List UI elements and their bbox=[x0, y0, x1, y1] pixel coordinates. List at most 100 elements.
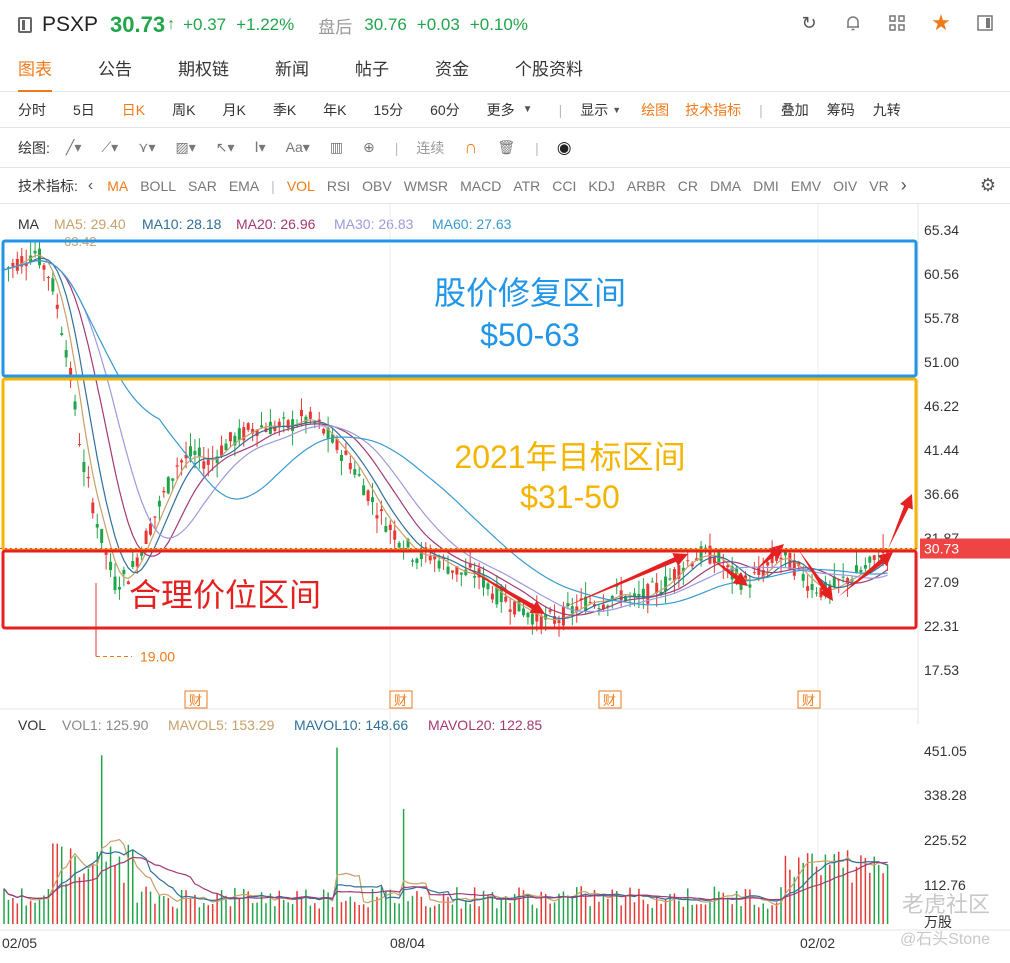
period-15m[interactable]: 15分 bbox=[373, 101, 404, 118]
chevron-right-icon[interactable]: › bbox=[900, 175, 907, 195]
tab-posts[interactable]: 帖子 bbox=[355, 59, 389, 79]
chips-button[interactable]: 筹码 bbox=[826, 101, 855, 118]
candle-body bbox=[357, 474, 361, 476]
chevron-left-icon[interactable]: ‹ bbox=[87, 176, 94, 194]
candle-body bbox=[490, 593, 494, 600]
bars-tool-icon[interactable]: ▥ bbox=[329, 139, 344, 155]
indicator-rsi[interactable]: RSI bbox=[326, 177, 351, 194]
overlay-button[interactable]: 叠加 bbox=[780, 101, 809, 118]
date-tick-label: 02/05 bbox=[2, 935, 37, 951]
star-icon[interactable]: ★ bbox=[931, 10, 951, 35]
gear-icon[interactable]: ⚙ bbox=[979, 175, 996, 195]
indicator-wmsr[interactable]: WMSR bbox=[403, 177, 449, 194]
sidebar-toggle-icon[interactable] bbox=[18, 17, 32, 33]
period-5d[interactable]: 5日 bbox=[73, 101, 95, 118]
indicator-dmi[interactable]: DMI bbox=[753, 177, 779, 194]
more-dropdown[interactable]: 更多 bbox=[486, 101, 515, 118]
text-tool-icon[interactable]: Aa▾ bbox=[285, 139, 310, 155]
price-tick-label: 17.53 bbox=[924, 662, 959, 678]
wave-tool-icon[interactable]: ⋎▾ bbox=[138, 139, 156, 155]
candle-body bbox=[415, 558, 419, 564]
vol-unit-label: 万股 bbox=[924, 914, 952, 930]
candle-body bbox=[299, 410, 303, 417]
up-arrow-icon: ↑ bbox=[167, 16, 176, 33]
panel-icon[interactable] bbox=[974, 12, 996, 34]
period-weekly[interactable]: 周K bbox=[172, 101, 196, 118]
zone-box bbox=[1, 549, 918, 630]
magnet-icon[interactable]: ∩ bbox=[464, 137, 478, 157]
date-tick-label: 08/04 bbox=[390, 935, 425, 951]
candle-body bbox=[304, 416, 308, 423]
indicator-macd[interactable]: MACD bbox=[460, 177, 502, 194]
candle-body bbox=[24, 263, 28, 267]
period-quarterly[interactable]: 季K bbox=[272, 101, 297, 118]
price-tick-label: 55.78 bbox=[924, 310, 959, 326]
indicator-oiv[interactable]: OIV bbox=[833, 177, 858, 194]
tab-news[interactable]: 新闻 bbox=[275, 59, 309, 79]
indicator-kdj[interactable]: KDJ bbox=[588, 177, 615, 194]
continuous-toggle[interactable]: 连续 bbox=[416, 139, 445, 156]
candle-body bbox=[237, 428, 241, 441]
earnings-marker-label: 财 bbox=[802, 693, 815, 708]
draw-toggle[interactable]: 绘图 bbox=[641, 101, 670, 118]
grid-icon[interactable] bbox=[886, 12, 908, 34]
candle-body bbox=[339, 454, 343, 462]
trend-arrow bbox=[798, 549, 833, 601]
indicator-atr[interactable]: ATR bbox=[513, 177, 541, 194]
zoom-icon[interactable]: ⊕ bbox=[363, 139, 375, 155]
indicator-ma[interactable]: MA bbox=[107, 177, 129, 194]
indicator-boll[interactable]: BOLL bbox=[140, 177, 177, 194]
tab-options[interactable]: 期权链 bbox=[178, 59, 229, 79]
candle-body bbox=[410, 560, 414, 562]
tab-funds[interactable]: 资金 bbox=[435, 59, 469, 79]
tab-profile[interactable]: 个股资料 bbox=[515, 59, 583, 79]
candle-body bbox=[748, 584, 752, 588]
bell-icon[interactable] bbox=[842, 12, 864, 34]
indicator-arbr[interactable]: ARBR bbox=[626, 177, 666, 194]
display-dropdown[interactable]: 显示 bbox=[580, 101, 609, 118]
candle-body bbox=[109, 561, 113, 571]
indicator-sar[interactable]: SAR bbox=[188, 177, 217, 194]
vol-tick-label: 225.52 bbox=[924, 832, 967, 848]
candle-body bbox=[73, 401, 77, 410]
price-chart[interactable]: MA MA5: 29.40 MA10: 28.18 MA20: 26.96 MA30: … bbox=[0, 204, 1010, 963]
fib-tool-icon[interactable]: ▨▾ bbox=[175, 139, 196, 155]
eye-icon[interactable]: ◉ bbox=[556, 137, 572, 157]
period-60m[interactable]: 60分 bbox=[430, 101, 460, 118]
ma-legend-name: MA bbox=[18, 216, 40, 232]
period-intraday[interactable]: 分时 bbox=[18, 101, 46, 118]
candle-body bbox=[131, 561, 135, 567]
candle-body bbox=[584, 596, 588, 612]
indicator-ema[interactable]: EMA bbox=[228, 177, 260, 194]
candle-body bbox=[792, 560, 796, 576]
candle-body bbox=[175, 465, 179, 467]
indicator-vol[interactable]: VOL bbox=[286, 177, 315, 194]
indicator-toggle[interactable]: 技术指标 bbox=[685, 101, 742, 118]
refresh-icon[interactable]: ↻ bbox=[801, 12, 817, 33]
zone-range: $31-50 bbox=[520, 479, 620, 515]
candle-body bbox=[335, 438, 339, 450]
candle-body bbox=[854, 565, 858, 574]
period-monthly[interactable]: 月K bbox=[222, 101, 246, 118]
indicator-vr[interactable]: VR bbox=[869, 177, 889, 194]
period-yearly[interactable]: 年K bbox=[323, 101, 347, 118]
indicator-cr[interactable]: CR bbox=[677, 177, 698, 194]
price-axis: 65.3460.5655.7851.0046.2241.4436.6631.87… bbox=[0, 222, 1010, 678]
candle-body bbox=[779, 557, 783, 560]
price-tick-label: 65.34 bbox=[924, 222, 959, 238]
indicator-obv[interactable]: OBV bbox=[362, 177, 392, 194]
indicator-cci[interactable]: CCI bbox=[552, 177, 577, 194]
measure-tool-icon[interactable]: Ⅰ▾ bbox=[254, 139, 266, 155]
line-tool-icon[interactable]: ╱▾ bbox=[65, 139, 82, 155]
indicator-emv[interactable]: EMV bbox=[790, 177, 822, 194]
tab-announcements[interactable]: 公告 bbox=[98, 59, 132, 79]
tab-chart[interactable]: 图表 bbox=[18, 50, 52, 92]
arrow-tool-icon[interactable]: ↖▾ bbox=[215, 139, 235, 155]
candle-body bbox=[428, 556, 432, 561]
polyline-tool-icon[interactable]: ⟋▾ bbox=[101, 139, 119, 155]
trash-icon[interactable]: 🗑 bbox=[497, 139, 516, 155]
indicator-dma[interactable]: DMA bbox=[710, 177, 742, 194]
period-daily[interactable]: 日K bbox=[121, 101, 146, 118]
trend-arrow bbox=[460, 564, 545, 614]
nine-turn-button[interactable]: 九转 bbox=[872, 101, 901, 118]
